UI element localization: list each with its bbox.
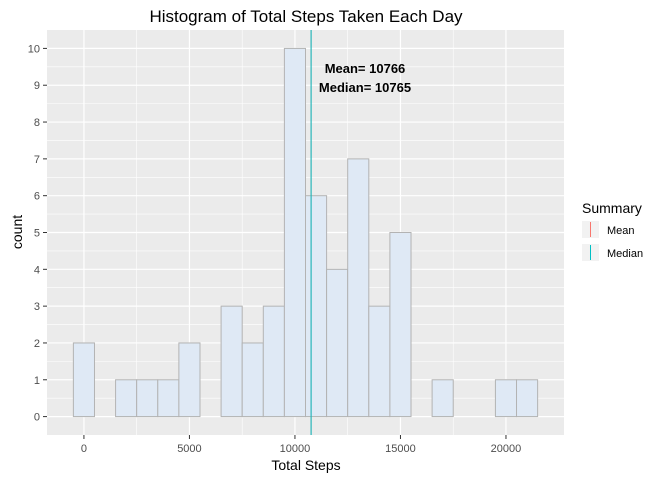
mean-annotation: Mean= 10766 [325,61,406,76]
y-tick-label: 7 [34,154,40,166]
legend: Summary Mean Median [582,200,643,261]
x-tick-label: 5000 [177,443,201,455]
x-axis: 0 5000 10000 15000 20000 [81,435,521,455]
histogram-bar [326,268,349,418]
chart-title: Histogram of Total Steps Taken Each Day [149,7,463,26]
histogram-bar [241,342,264,418]
y-tick-label: 3 [34,301,40,313]
histogram-bar [157,379,180,418]
histogram-bar [136,379,159,418]
histogram-bar [220,305,243,418]
histogram-bar [347,158,370,418]
y-axis-title: count [9,215,25,249]
histogram-bar [262,305,285,418]
y-axis: 0 1 2 3 4 5 6 7 8 9 10 [28,43,47,424]
y-tick-label: 2 [34,338,40,350]
histogram-bar [389,232,412,418]
y-tick-label: 9 [34,80,40,92]
y-tick-label: 1 [34,375,40,387]
legend-label: Median [607,248,643,260]
y-tick-label: 0 [34,412,40,424]
histogram-bar [115,379,138,418]
median-annotation: Median= 10765 [319,80,411,95]
x-tick-label: 10000 [280,443,311,455]
x-axis-title: Total Steps [271,457,340,473]
histogram-bar [72,342,95,418]
legend-title: Summary [582,200,642,216]
y-tick-label: 8 [34,117,40,129]
histogram-bar [368,305,391,418]
y-tick-label: 10 [28,43,40,55]
x-tick-label: 15000 [385,443,416,455]
histogram-bar [178,342,201,418]
histogram-bar [494,379,518,418]
histogram-bar [283,47,306,418]
y-tick-label: 5 [34,228,40,240]
y-tick-label: 6 [34,191,40,203]
histogram-bar [305,195,328,418]
x-tick-label: 0 [81,443,87,455]
annotations: Mean= 10766 Median= 10765 [319,61,411,95]
legend-label: Mean [607,225,635,237]
histogram-bar [431,379,454,418]
x-tick-label: 20000 [491,443,522,455]
histogram-bar [516,379,539,418]
y-tick-label: 4 [34,264,40,276]
